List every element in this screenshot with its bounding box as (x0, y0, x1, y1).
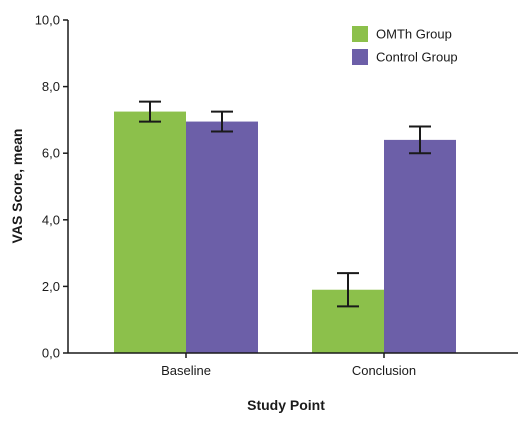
y-tick-label: 10,0 (35, 13, 60, 28)
error-bar-omth-group-conclusion (337, 272, 359, 308)
error-bar-control-group-baseline (211, 110, 233, 133)
legend-label: OMTh Group (376, 27, 452, 42)
legend-label: Control Group (376, 50, 458, 65)
y-tick-label: 8,0 (42, 79, 60, 94)
x-tick-label-conclusion: Conclusion (352, 363, 416, 378)
y-tick-label: 6,0 (42, 146, 60, 161)
bars-layer (114, 111, 456, 353)
axes-layer (67, 20, 518, 354)
bar-control-group-baseline (186, 121, 258, 353)
error-bars-layer (139, 100, 431, 308)
y-tick-label: 2,0 (42, 279, 60, 294)
bar-omth-group-baseline (114, 111, 186, 353)
bar-control-group-conclusion (384, 139, 456, 353)
y-tick-label: 0,0 (42, 346, 60, 361)
legend-swatch (352, 49, 368, 65)
x-ticks-layer: Baseline Conclusion (161, 353, 416, 378)
legend: OMTh Group Control Group (352, 26, 458, 65)
legend-item-control-group: Control Group (352, 49, 458, 65)
legend-item-omth-group: OMTh Group (352, 26, 452, 42)
legend-swatch (352, 26, 368, 42)
error-bar-control-group-conclusion (409, 125, 431, 155)
y-ticks-layer: 0,0 2,0 4,0 6,0 8,0 10,0 (35, 13, 68, 361)
error-bar-omth-group-baseline (139, 100, 161, 123)
x-tick-label-baseline: Baseline (161, 363, 211, 378)
y-tick-label: 4,0 (42, 212, 60, 227)
y-axis-title: VAS Score, mean (9, 129, 25, 244)
x-axis-title: Study Point (247, 397, 325, 413)
